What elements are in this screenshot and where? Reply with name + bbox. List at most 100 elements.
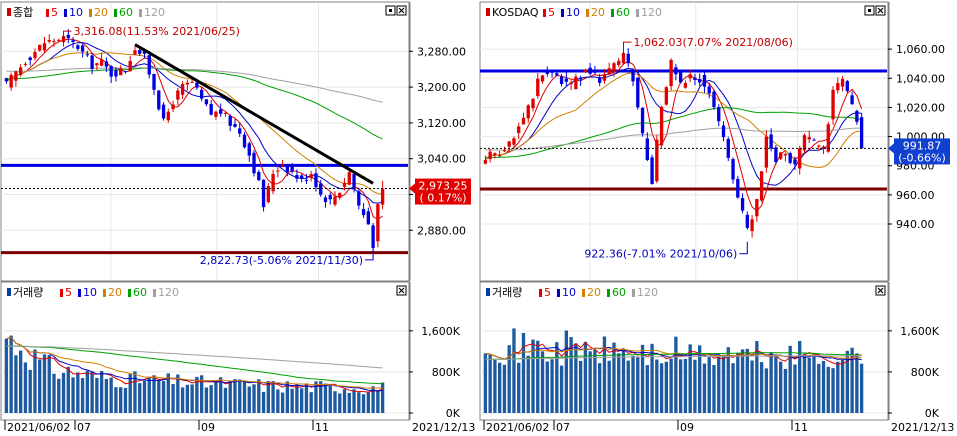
window-buttons[interactable] [864,5,886,16]
ma-legend-swatch [607,289,610,297]
candle-body [238,128,242,134]
volume-bar [252,384,256,413]
candle-body [152,73,156,90]
volume-bar [717,356,721,413]
volume-bar [366,391,370,413]
volume-bar [238,379,242,413]
volume-bar [564,330,569,413]
legend-marker [7,288,11,296]
candle-body [133,50,137,55]
y-tick-label: 1,600K [900,325,939,338]
volume-moving-averages [6,336,383,393]
volume-bar [357,392,361,413]
volume-bar [559,365,564,413]
ma-legend-label: 5 [544,286,551,299]
volume-axis: 1,600K 800K 0K [888,325,940,420]
candle-body [376,204,380,242]
volume-bar [338,393,342,413]
candle-body [855,110,859,122]
volume-bar [195,376,199,413]
candle-body [19,67,23,75]
volume-bar [807,357,811,413]
volume-bar [299,388,304,413]
candle-body [285,165,290,172]
volume-bar [617,353,621,413]
candle-body [488,151,492,160]
window-buttons[interactable] [385,5,407,16]
candle-body [80,45,85,52]
window-buttons[interactable] [396,285,407,296]
volume-bar [52,373,56,413]
volume-bar [702,363,707,413]
volume-bar [721,354,726,413]
candle-body [688,74,692,79]
candle-body [371,225,375,248]
volume-bar [688,344,692,413]
candle-body [683,83,688,88]
volume-bar [14,355,18,413]
candle-body [104,61,109,67]
candle-body [271,173,275,192]
y-tick-label: 0K [925,407,940,420]
candle-body [731,159,735,180]
x-tick-label-last: 2021/12/13 [891,421,954,434]
candle-body [674,67,678,75]
ma-120-line [6,67,383,103]
volume-bar [678,359,683,413]
grid [480,3,887,280]
volume-bar [750,360,754,413]
ma-legend-label: 60 [119,6,133,19]
candle-body [123,71,128,73]
volume-bar [161,381,166,413]
volume-bar [247,386,251,413]
volume-moving-averages [485,342,862,365]
volume-bar [621,349,626,413]
volume-bar [707,357,711,413]
current-price-change: ( 0.17%) [419,192,466,205]
candle-body [361,209,366,216]
ma-legend-swatch [103,289,106,297]
volume-bar [95,377,99,413]
volume-bar [788,345,792,413]
window-buttons[interactable] [875,285,886,296]
candle-body [119,68,123,76]
candle-body [807,137,811,140]
candle-body [57,39,61,41]
volume-bar [755,341,759,413]
candle-body [798,148,802,169]
support-resistance-lines [480,69,887,191]
volume-bar [171,384,175,413]
volume-bar [147,377,151,413]
volume-bar [512,328,516,413]
volume-ma-60-line [485,352,862,360]
ma-legend-label: 60 [133,286,147,299]
volume-bar [361,394,366,413]
x-tick-label: 09 [201,421,215,434]
volume-bar [347,392,351,413]
close-icon-x [877,7,884,14]
volume-bar [664,361,669,413]
volume-bar [9,335,13,413]
price-axis: 3,280.003,200.003,120.003,040.002,960.00… [409,45,471,237]
candle-body [521,117,526,125]
volume-bar [219,377,223,413]
volume-bar [607,360,611,413]
candle-body [242,134,247,148]
candle-body [578,77,583,80]
panel-kosdaq-volume: 1,600K 800K 0K 거래량 5 10 20 60 120 [479,281,940,421]
candle-body [185,82,190,85]
volume-bar [831,368,835,413]
volume-bar [38,359,42,413]
ma-legend-label: 5 [51,6,58,19]
volume-bar [276,389,280,413]
x-tick-label: 2021/06/02 [486,421,549,434]
candle-body [755,199,759,217]
ma-legend-label: 20 [108,286,122,299]
volume-bar [61,372,66,413]
ma-legend-label: 10 [69,6,83,19]
volume-bar [104,378,109,413]
trend-line [134,43,374,185]
volume-bar [493,359,497,413]
candle-body [352,173,356,190]
candle-body [161,104,166,119]
